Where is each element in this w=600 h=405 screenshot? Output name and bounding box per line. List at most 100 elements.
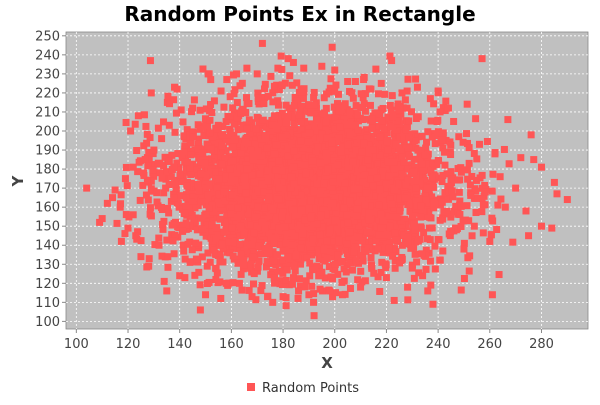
data-point [155,125,162,132]
data-point [395,107,402,114]
data-point [191,96,198,103]
data-point [298,244,305,251]
data-point [218,160,225,167]
data-point [380,126,387,133]
data-point [334,252,341,259]
data-point [424,128,431,135]
data-point [456,189,463,196]
data-point [464,166,471,173]
data-point [187,151,194,158]
data-point [317,232,324,239]
data-point [227,93,234,100]
data-point [368,176,375,183]
data-point [283,102,290,109]
data-point [370,146,377,153]
data-point [434,118,441,125]
data-point [334,271,341,278]
data-point [197,107,204,114]
data-point [308,197,315,204]
data-point [271,274,278,281]
data-point [443,208,450,215]
data-point [266,194,273,201]
data-point [306,204,313,211]
data-point [317,160,324,167]
data-point [447,142,454,149]
data-point [317,286,324,293]
data-point [346,108,353,115]
data-point [261,85,268,92]
data-point [357,268,364,275]
data-point [464,176,471,183]
data-point [429,224,436,231]
data-point [311,89,318,96]
data-point [260,100,267,107]
data-point [221,188,228,195]
data-point [314,220,321,227]
data-point [381,91,388,98]
data-point [466,268,473,275]
data-point [219,241,226,248]
data-point [313,116,320,123]
data-point [279,133,286,140]
data-point [207,129,214,136]
data-point [390,166,397,173]
data-point [224,113,231,120]
data-point [361,202,368,209]
data-point [301,161,308,168]
data-point [404,284,411,291]
data-point [159,175,166,182]
data-point [264,145,271,152]
data-point [191,204,198,211]
data-point [322,119,329,126]
data-point [449,187,456,194]
data-point [172,129,179,136]
data-point [241,176,248,183]
data-point [227,210,234,217]
data-point [286,72,293,79]
data-point [458,287,465,294]
data-point [113,220,120,227]
data-point [350,95,357,102]
data-point [422,152,429,159]
data-point [429,175,436,182]
data-point [442,98,449,105]
data-point [250,280,257,287]
data-point [254,203,261,210]
data-point [394,213,401,220]
data-point [385,173,392,180]
data-point [310,299,317,306]
data-point [364,228,371,235]
data-point [382,231,389,238]
data-point [150,167,157,174]
data-point [358,90,365,97]
data-point [376,134,383,141]
data-point [236,280,243,287]
data-point [360,258,367,265]
data-point [405,151,412,158]
data-point [337,149,344,156]
data-point [251,270,258,277]
data-point [354,206,361,213]
data-point [332,82,339,89]
data-point [439,248,446,255]
data-point [168,152,175,159]
data-point [432,140,439,147]
data-point [215,122,222,129]
data-point [179,118,186,125]
data-point [417,236,424,243]
data-point [305,101,312,108]
data-point [170,237,177,244]
data-point [469,232,476,239]
data-point [220,229,227,236]
data-point [177,192,184,199]
data-point [213,236,220,243]
data-point [289,241,296,248]
data-point [155,235,162,242]
data-point [197,171,204,178]
data-point [158,204,165,211]
data-point [362,248,369,255]
data-point [335,237,342,244]
data-point [279,81,286,88]
data-point [284,113,291,120]
data-point [256,171,263,178]
